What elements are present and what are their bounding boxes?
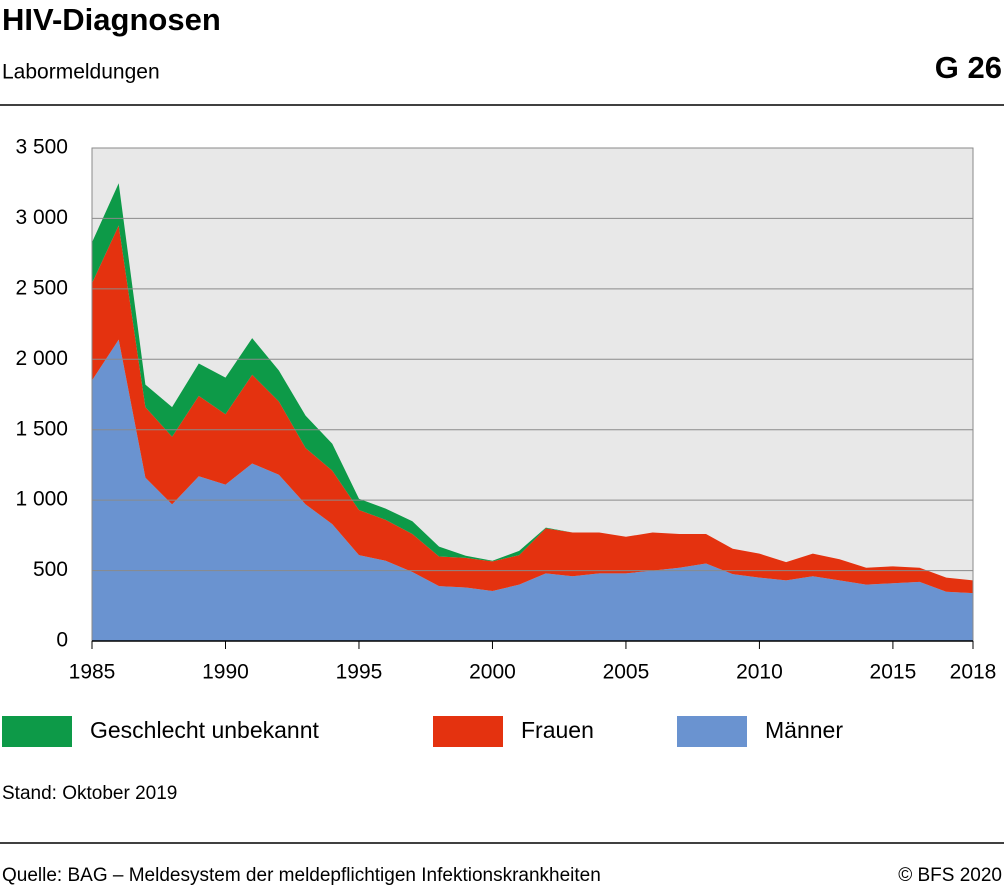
y-tick-label: 1 000 — [15, 488, 68, 511]
chart-id: G 26 — [935, 50, 1002, 85]
copyright: © BFS 2020 — [898, 865, 1002, 886]
y-tick-label: 2 500 — [15, 276, 68, 299]
legend-label: Geschlecht unbekannt — [90, 717, 319, 743]
x-tick-label: 2000 — [469, 661, 516, 684]
x-tick-label: 2015 — [870, 661, 917, 684]
x-tick-label: 2018 — [950, 661, 997, 684]
x-tick-label: 1995 — [336, 661, 383, 684]
legend-label: Männer — [765, 717, 843, 743]
x-tick-label: 1985 — [69, 661, 116, 684]
chart-title: HIV-Diagnosen — [2, 2, 221, 37]
y-tick-label: 2 000 — [15, 347, 68, 370]
legend-swatch — [2, 716, 72, 747]
x-tick-label: 2005 — [603, 661, 650, 684]
legend-label: Frauen — [521, 717, 594, 743]
y-tick-label: 1 500 — [15, 417, 68, 440]
chart-subtitle: Labormeldungen — [2, 61, 160, 84]
area — [92, 183, 973, 581]
y-tick-label: 3 500 — [15, 136, 68, 159]
area — [92, 225, 973, 594]
x-tick-label: 1990 — [202, 661, 249, 684]
area — [92, 339, 973, 641]
x-tick-label: 2010 — [736, 661, 783, 684]
y-tick-label: 0 — [56, 629, 68, 652]
note: Stand: Oktober 2019 — [2, 783, 177, 804]
legend-swatch — [433, 716, 503, 747]
y-tick-label: 500 — [33, 558, 68, 581]
source: Quelle: BAG – Meldesystem der meldepflic… — [2, 865, 601, 886]
y-tick-label: 3 000 — [15, 206, 68, 229]
legend-swatch — [677, 716, 747, 747]
